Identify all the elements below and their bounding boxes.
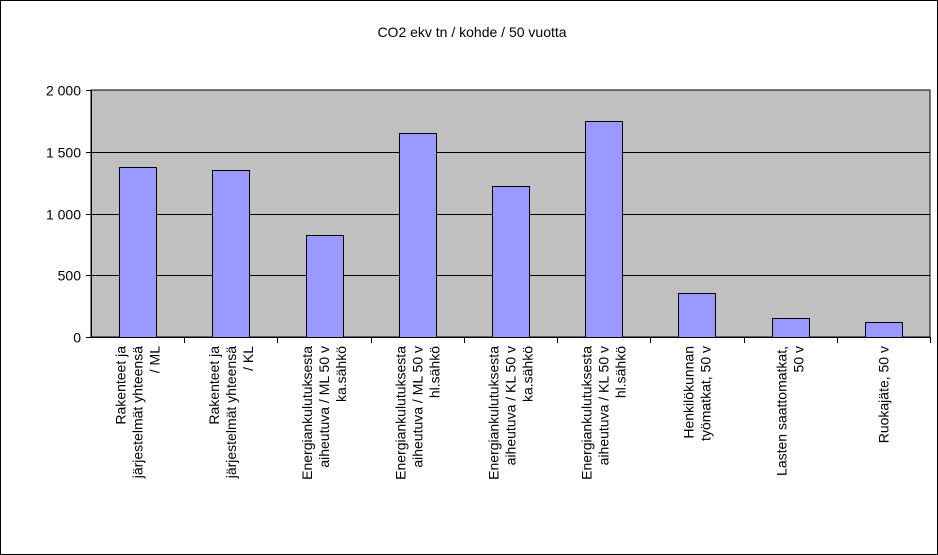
bar bbox=[585, 121, 623, 338]
x-tick-label-line: aiheutuva / ML 50 v bbox=[409, 346, 425, 468]
x-tick-label: Lasten saattomatkat, 50 v bbox=[774, 346, 807, 476]
y-tick-label: 1 000 bbox=[46, 207, 81, 223]
bar bbox=[492, 186, 530, 338]
x-tick-label-line: ka.sähkö bbox=[520, 346, 536, 402]
y-tick-label: 1 500 bbox=[46, 145, 81, 161]
x-tick-label-line: Ruokajäte, 50 v bbox=[875, 346, 891, 443]
x-tick-label-line: Rakenteet ja bbox=[113, 346, 129, 425]
x-tick-label-line: aiheutuva / KL 50 v bbox=[503, 346, 519, 465]
bar bbox=[865, 322, 903, 338]
bar bbox=[119, 167, 157, 338]
x-tick-label: Rakenteet ja järjestelmät yhteensä / ML bbox=[113, 346, 163, 480]
x-tick-label-line: Lasten saattomatkat, bbox=[774, 346, 790, 476]
x-tick-label: Rakenteet ja järjestelmät yhteensä / KL bbox=[206, 346, 256, 480]
x-tick-label-line: Rakenteet ja bbox=[206, 346, 222, 425]
x-tick-label-line: työmatkat, 50 v bbox=[697, 346, 713, 441]
chart-title: CO2 ekv tn / kohde / 50 vuotta bbox=[377, 24, 566, 40]
x-tick-label-line: Henkilökunnan bbox=[680, 346, 696, 439]
x-tick-label-line: Energiankulutuksesta bbox=[392, 346, 408, 480]
bar bbox=[212, 170, 250, 338]
y-tick-label: 0 bbox=[73, 330, 81, 346]
x-tick-label-line: aiheutuva / ML 50 v bbox=[316, 346, 332, 468]
x-tick-label-line: / KL bbox=[240, 346, 256, 371]
x-tick-label-line: 50 v bbox=[791, 346, 807, 372]
x-tick-label-line: hl.sähkö bbox=[426, 346, 442, 398]
bar bbox=[678, 293, 716, 338]
x-tick-label-line: hl.sähkö bbox=[613, 346, 629, 398]
bar bbox=[399, 133, 437, 338]
x-tick-label-line: / ML bbox=[147, 346, 163, 373]
x-tick-label-line: Energiankulutuksesta bbox=[579, 346, 595, 480]
x-tick-label-line: ka.sähkö bbox=[333, 346, 349, 402]
bar bbox=[772, 318, 810, 338]
x-tick-label-line: järjestelmät yhteensä bbox=[130, 346, 146, 480]
y-tick-label: 500 bbox=[58, 268, 82, 284]
x-tick-label-line: Energiankulutuksesta bbox=[486, 346, 502, 480]
x-tick-label-line: aiheutuva / KL 50 v bbox=[596, 346, 612, 465]
x-tick-label: Ruokajäte, 50 v bbox=[875, 346, 891, 443]
y-tick-label: 2 000 bbox=[46, 83, 81, 99]
x-tick-label: Henkilökunnan työmatkat, 50 v bbox=[680, 346, 713, 441]
x-tick-label-line: Energiankulutuksesta bbox=[299, 346, 315, 480]
bar bbox=[306, 235, 344, 338]
x-tick-label-line: järjestelmät yhteensä bbox=[223, 346, 239, 480]
